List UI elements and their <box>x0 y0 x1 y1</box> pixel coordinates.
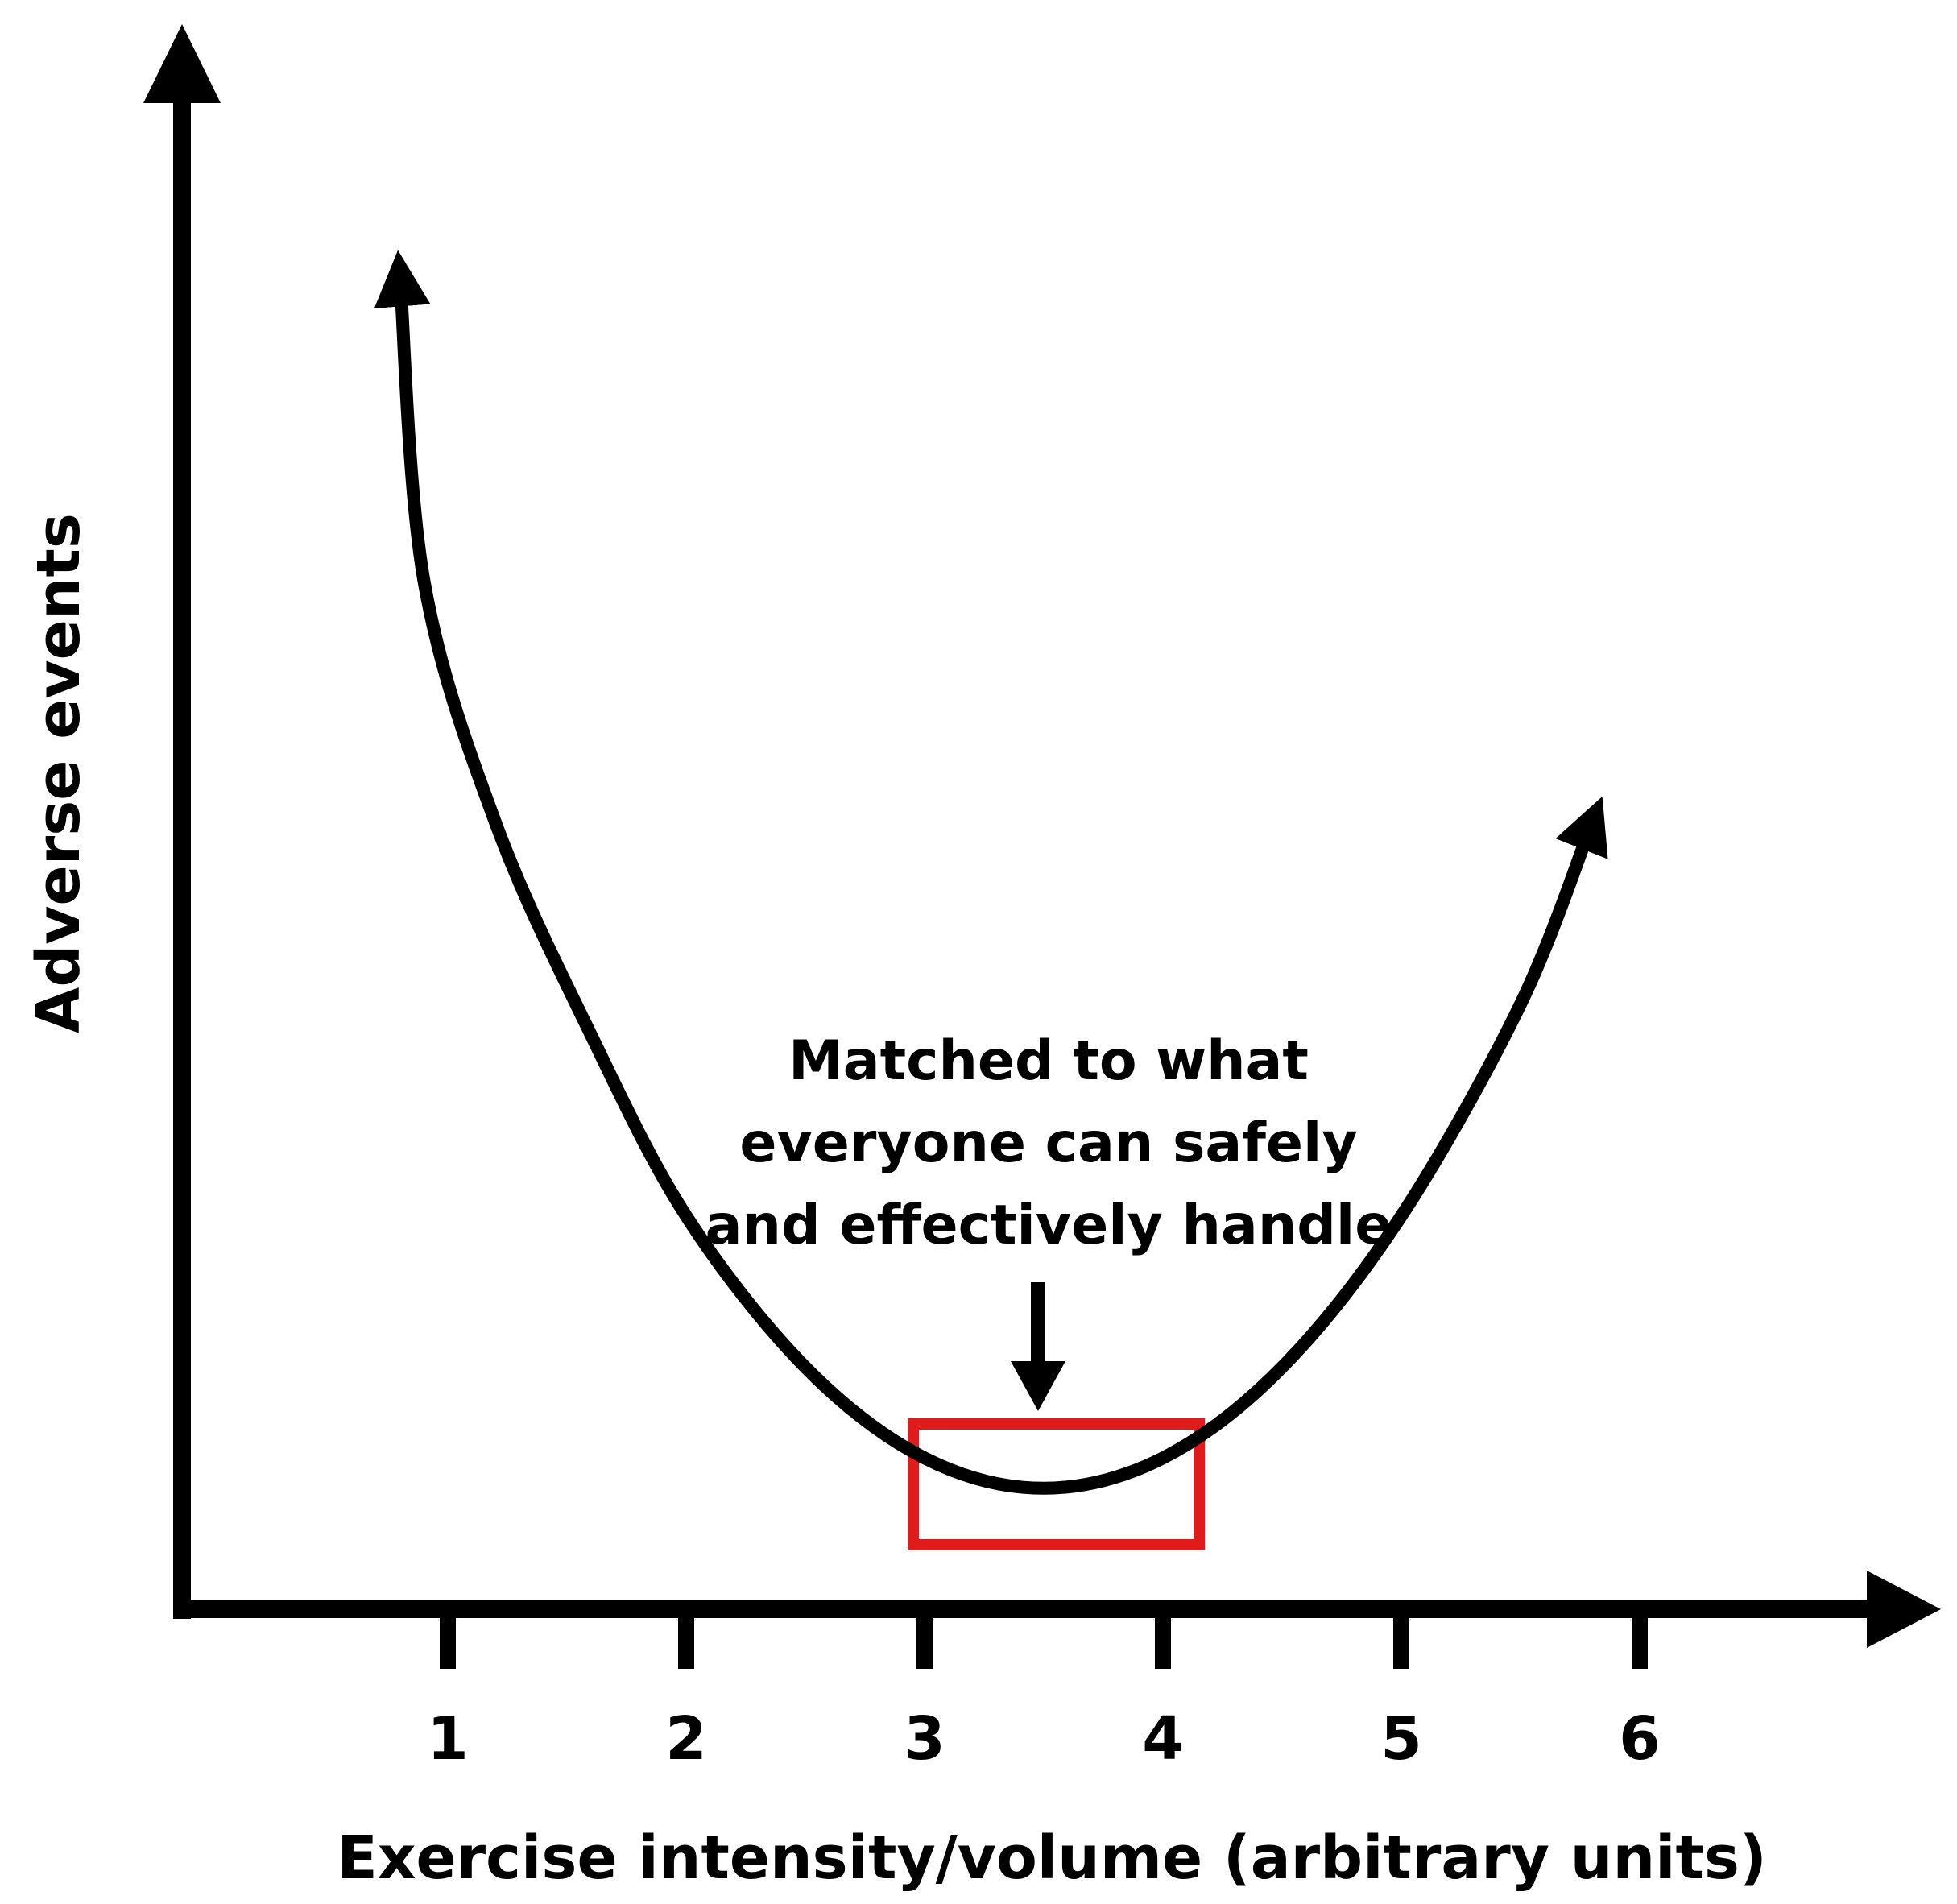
x-tick-label-5: 5 <box>1380 1704 1422 1774</box>
annotation-line-3: and effectively handle <box>705 1194 1392 1257</box>
x-tick-label-4: 4 <box>1142 1704 1184 1774</box>
y-axis-label: Adverse events <box>24 513 93 1033</box>
optimal-zone-box <box>908 1418 1206 1550</box>
x-tick-label-2: 2 <box>665 1704 707 1774</box>
x-tick-label-3: 3 <box>904 1704 945 1774</box>
x-tick-label-1: 1 <box>427 1704 469 1774</box>
x-axis-ticks <box>440 1609 1648 1669</box>
x-axis-arrowhead <box>1867 1571 1941 1648</box>
annotation-arrow-head <box>1011 1361 1065 1411</box>
x-tick-label-6: 6 <box>1619 1704 1661 1774</box>
annotation-line-2: everyone can safely <box>739 1111 1357 1175</box>
u-curve-series <box>374 250 1608 1495</box>
y-axis-arrowhead <box>143 24 221 103</box>
x-axis-tick-labels: 1 2 3 4 5 6 <box>427 1704 1661 1774</box>
x-axis-label: Exercise intensity/volume (arbitrary uni… <box>337 1823 1767 1893</box>
annotation-line-1: Matched to what <box>788 1029 1309 1093</box>
